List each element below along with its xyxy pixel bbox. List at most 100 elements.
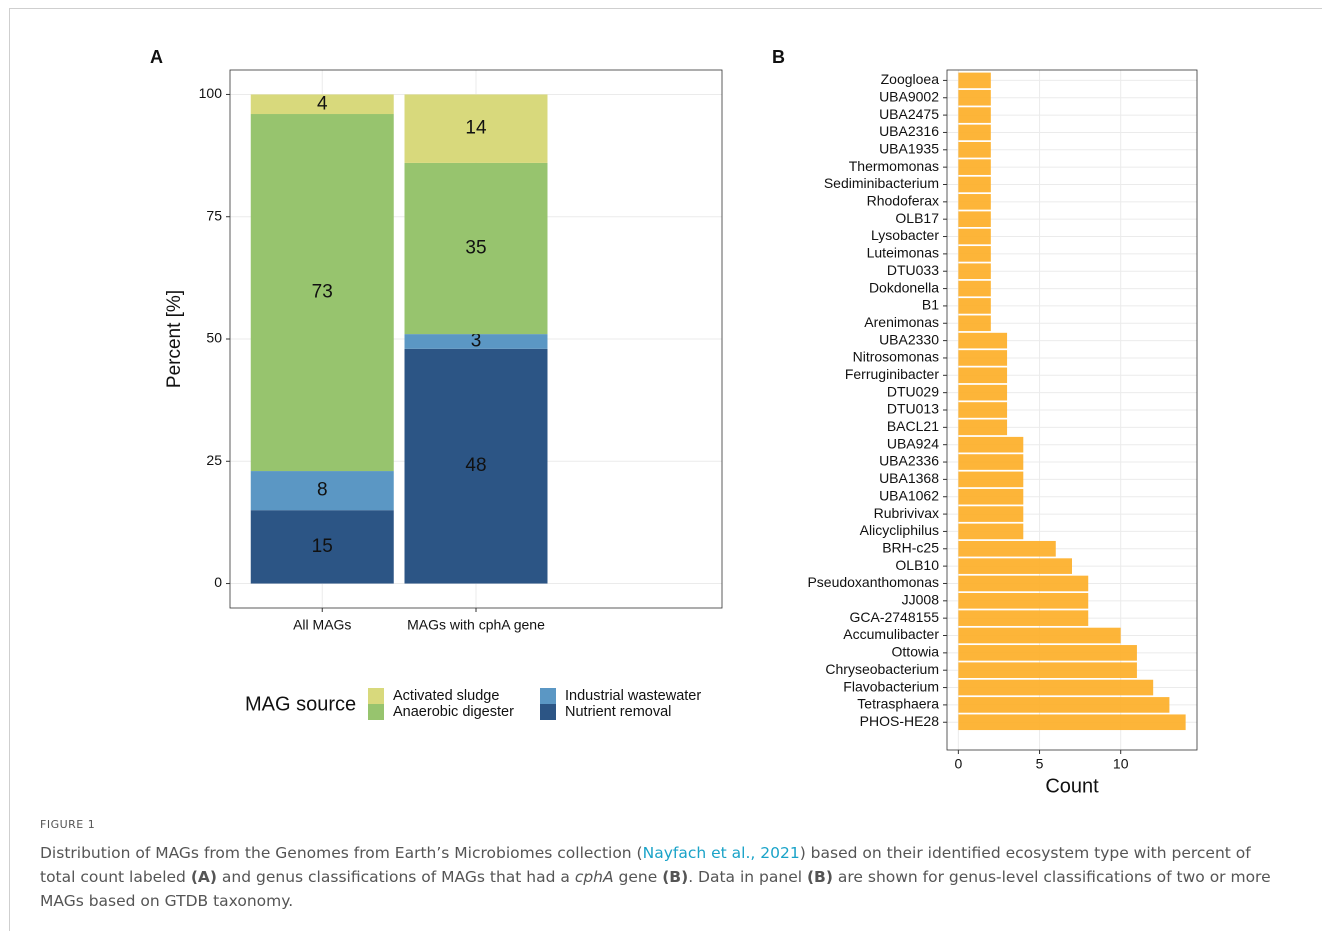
bar (958, 523, 1024, 540)
y-tick-label: Flavobacterium (843, 678, 939, 694)
y-tick-label: UBA2336 (879, 453, 939, 469)
y-tick-label: OLB10 (895, 557, 939, 573)
legend-key (540, 688, 556, 704)
y-tick-label: Accumulibacter (843, 626, 939, 642)
legend-key (368, 688, 384, 704)
y-tick-label: UBA924 (887, 435, 939, 451)
bar (958, 575, 1089, 592)
x-tick-label: All MAGs (293, 617, 351, 633)
caption-part: and genus classifications of MAGs that h… (217, 868, 575, 886)
caption-part: . Data in panel (688, 868, 807, 886)
bar-segment (250, 510, 394, 584)
panel-letter: B (772, 47, 785, 67)
y-tick-label: PHOS-HE28 (860, 713, 940, 729)
bar (958, 159, 991, 175)
y-tick-label: Tetrasphaera (857, 696, 939, 712)
y-tick-label: Pseudoxanthomonas (807, 574, 939, 590)
y-tick-label: Nitrosomonas (853, 349, 939, 365)
bar (958, 194, 991, 210)
bar (958, 540, 1056, 557)
y-tick-label: Thermomonas (849, 158, 939, 174)
x-axis-title: Count (1045, 775, 1099, 797)
bar (958, 419, 1008, 436)
bar (958, 176, 991, 193)
bar (958, 714, 1186, 731)
bar (958, 89, 991, 106)
caption-part: Distribution of MAGs from the Genomes fr… (40, 844, 643, 862)
y-tick-label: DTU013 (887, 401, 939, 417)
caption-part: ) based on their identified ecosystem ty… (40, 844, 1251, 886)
bar (958, 454, 1024, 470)
citation-link[interactable]: Nayfach et al., 2021 (642, 844, 800, 862)
y-tick-label: BRH-c25 (882, 539, 939, 555)
bar (958, 610, 1089, 626)
bar-segment (250, 114, 394, 472)
y-tick-label: Lysobacter (871, 227, 939, 243)
bar-segment (404, 334, 548, 349)
bar (958, 558, 1072, 574)
data-label: 4 (317, 93, 328, 114)
caption: FIGURE 1 Distribution of MAGs from the G… (40, 818, 1290, 913)
y-tick-label: UBA1368 (879, 470, 939, 486)
bar (958, 124, 991, 141)
y-tick-label: Arenimonas (864, 314, 939, 330)
bar (958, 141, 991, 158)
y-tick-label: UBA1935 (879, 140, 939, 156)
panel-border (946, 69, 1198, 751)
panel-border (229, 69, 723, 609)
bar (958, 471, 1024, 488)
y-tick-label: Chryseobacterium (825, 661, 939, 677)
y-tick-label: Dokdonella (869, 279, 939, 295)
bar (958, 662, 1137, 679)
bar (958, 697, 1170, 713)
y-tick-label: GCA-2748155 (849, 609, 939, 625)
y-tick-label: DTU033 (887, 262, 939, 278)
bar (958, 488, 1024, 505)
data-label: 15 (312, 536, 333, 557)
y-tick-label: UBA9002 (879, 88, 939, 104)
caption-part: (A) (190, 868, 217, 886)
y-tick-label: UBA1062 (879, 487, 939, 503)
x-tick-label: 0 (954, 756, 962, 772)
y-tick-label: DTU029 (887, 383, 939, 399)
panel-letter: A (150, 47, 163, 67)
bar (958, 72, 991, 89)
bar (958, 246, 991, 262)
x-tick-label: 10 (1113, 756, 1129, 772)
y-tick-label: Luteimonas (867, 245, 939, 261)
bar (958, 298, 991, 314)
bar-segment (404, 348, 548, 584)
y-tick-label: 0 (214, 574, 222, 590)
bar-segment (404, 162, 548, 335)
data-label: 35 (465, 238, 486, 259)
data-label: 3 (471, 330, 482, 351)
caption-label: FIGURE 1 (40, 818, 96, 831)
figure-frame (9, 8, 1322, 931)
bar (958, 384, 1008, 401)
bar (958, 593, 1089, 609)
y-tick-label: OLB17 (895, 210, 939, 226)
legend-key (540, 704, 556, 720)
bar (958, 315, 991, 332)
bar (958, 506, 1024, 522)
data-label: 14 (465, 118, 487, 139)
legend-label: Activated sludge (393, 688, 499, 704)
y-tick-label: B1 (922, 297, 939, 313)
y-tick-label: Rhodoferax (867, 193, 939, 209)
bar (958, 679, 1154, 696)
data-label: 48 (465, 455, 486, 476)
legend-label: Anaerobic digester (393, 704, 514, 720)
y-tick-label: 100 (199, 85, 223, 101)
y-tick-label: 75 (206, 207, 222, 223)
bar (958, 332, 1008, 349)
y-tick-label: 50 (206, 330, 222, 346)
bar (958, 107, 991, 123)
legend-title: MAG source (245, 693, 356, 715)
y-tick-label: Ferruginibacter (845, 366, 939, 382)
bar-segment (250, 94, 394, 115)
caption-part: (B) (662, 868, 689, 886)
bar (958, 367, 1008, 384)
bar (958, 627, 1121, 644)
